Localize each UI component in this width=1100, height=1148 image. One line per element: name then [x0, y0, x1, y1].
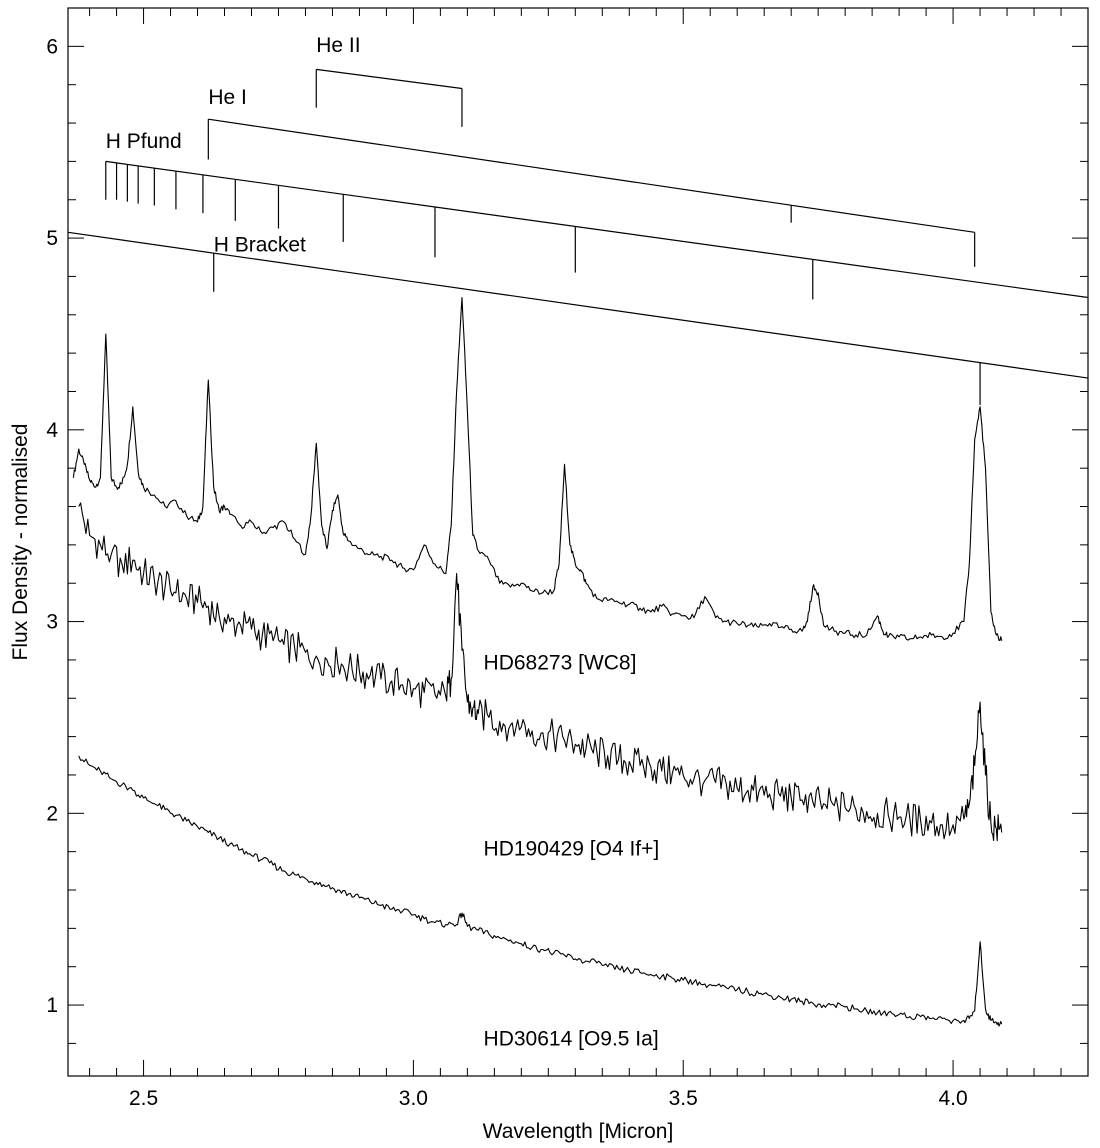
ladder-he-ii: He II — [315, 34, 463, 127]
line-identification-ladders: He II He I H Pfund H Bracket — [67, 34, 1089, 405]
ladder-baseline — [67, 231, 1089, 379]
y-tick-label: 4 — [46, 419, 58, 442]
y-tick-label: 3 — [46, 611, 58, 634]
y-tick-label: 2 — [46, 802, 58, 825]
ladder-label: H Bracket — [214, 234, 306, 257]
ladder-label: He I — [208, 86, 247, 109]
y-tick-label: 5 — [46, 227, 58, 250]
x-tick-label: 3.5 — [669, 1087, 698, 1110]
x-tick-label: 3.0 — [399, 1087, 428, 1110]
x-axis-title: Wavelength [Micron] — [483, 1120, 674, 1143]
ladder-h-pfund: H Pfund — [105, 130, 1089, 300]
x-tick-label: 2.5 — [129, 1087, 158, 1110]
ladder-h-bracket: H Bracket — [67, 231, 1089, 405]
y-axis-title: Flux Density - normalised — [9, 424, 32, 661]
ladder-label: H Pfund — [106, 130, 182, 153]
series-label: HD190429 [O4 If+] — [484, 837, 660, 860]
ladder-baseline — [208, 118, 975, 233]
spectrum-line — [72, 296, 1003, 642]
ladder-baseline — [316, 68, 463, 90]
spectrum-line — [78, 502, 1003, 842]
plot-frame — [67, 7, 1089, 1077]
series-1: HD190429 [O4 If+] — [78, 502, 1003, 860]
series-2: HD30614 [O9.5 Ia] — [78, 755, 1003, 1050]
ladder-he-i: He I — [207, 86, 976, 267]
y-tick-label: 6 — [46, 35, 58, 58]
series-label: HD30614 [O9.5 Ia] — [484, 1027, 659, 1050]
ladder-baseline — [105, 160, 1089, 299]
series-0: HD68273 [WC8] — [72, 296, 1003, 675]
spectra-series: HD68273 [WC8] HD190429 [O4 If+] HD30614 [O… — [72, 296, 1003, 1050]
x-tick-label: 4.0 — [938, 1087, 967, 1110]
series-label: HD68273 [WC8] — [484, 652, 637, 675]
y-tick-label: 1 — [46, 994, 58, 1017]
ladder-label: He II — [316, 34, 360, 57]
spectrum-line — [78, 755, 1003, 1027]
